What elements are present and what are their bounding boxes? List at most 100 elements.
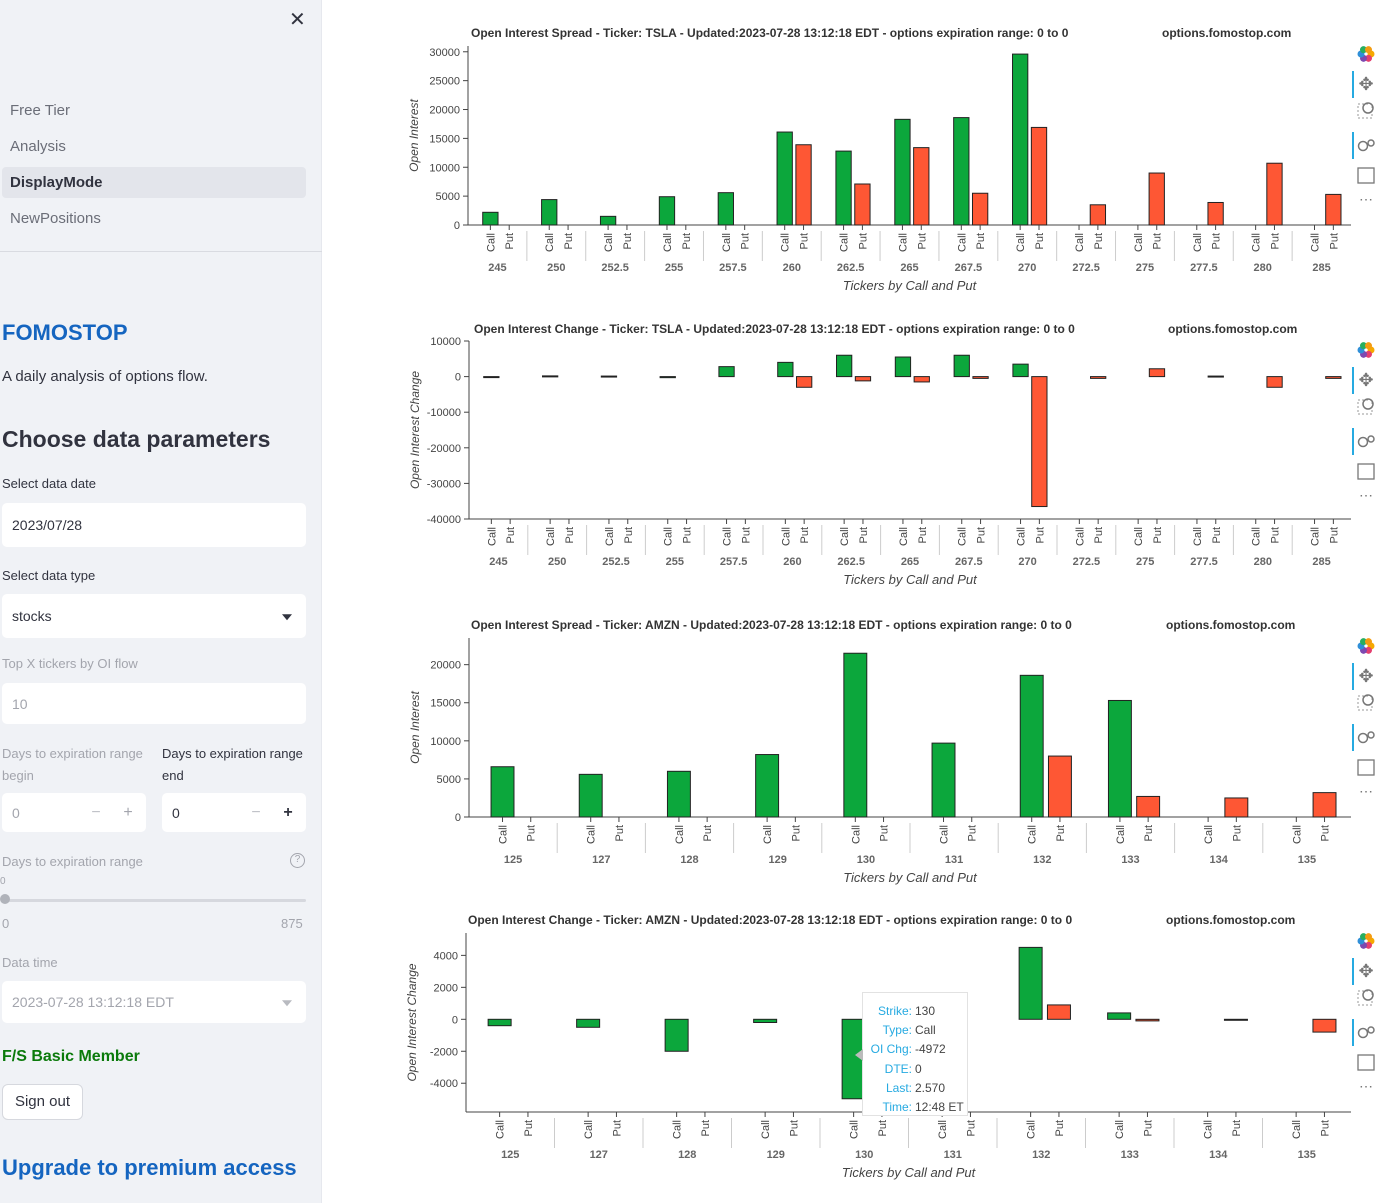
tooltip-key: Last: <box>885 1080 912 1095</box>
x-category-label: 270 <box>1018 262 1036 274</box>
bokeh-logo-dot <box>1365 46 1372 54</box>
time-select[interactable]: 2023-07-28 13:12:18 EDT <box>2 981 306 1023</box>
date-input[interactable]: 2023/07/28 <box>2 503 306 547</box>
save-icon <box>1357 463 1375 480</box>
put-bar <box>796 376 813 388</box>
call-bar <box>931 742 956 818</box>
y-tick-label: 0 <box>454 220 460 232</box>
sidebar-divider <box>0 251 322 252</box>
call-bar <box>835 150 852 226</box>
x-subcategory-label: Put <box>504 233 516 250</box>
x-subcategory-label: Put <box>1328 233 1340 250</box>
save-icon <box>1357 1054 1375 1071</box>
dte-range-label: Days to expiration range <box>2 854 143 869</box>
wheel-zoom-icon <box>1367 435 1375 443</box>
call-bar <box>541 199 558 226</box>
x-category-label: 125 <box>504 854 522 866</box>
x-category-label: 277.5 <box>1190 262 1218 274</box>
x-subcategory-label: Put <box>799 233 811 250</box>
call-bar <box>953 354 970 378</box>
nav-newpositions[interactable]: NewPositions <box>10 210 101 227</box>
x-subcategory-label: Call <box>545 527 557 546</box>
x-category-label: 133 <box>1121 1149 1139 1161</box>
tooltip-value: 130 <box>915 1003 936 1018</box>
box-zoom-icon <box>1357 399 1373 415</box>
tooltip-row: Type: Call <box>863 1020 967 1039</box>
topx-input[interactable]: 10 <box>2 683 306 724</box>
x-subcategory-label: Put <box>523 1120 535 1137</box>
box-zoom-icon <box>1357 990 1373 1006</box>
upgrade-link[interactable]: Upgrade to premium access <box>2 1155 297 1180</box>
y-tick-label: 5000 <box>436 191 460 203</box>
x-subcategory-label: Call <box>722 527 734 546</box>
plus-icon[interactable]: + <box>123 803 133 821</box>
close-icon[interactable]: ✕ <box>289 9 306 31</box>
x-subcategory-label: Call <box>1133 233 1145 252</box>
x-category-label: 128 <box>678 1149 696 1161</box>
x-subcategory-label: Call <box>586 825 598 844</box>
active-tool-marker <box>1352 132 1354 159</box>
call-bar <box>599 215 617 226</box>
y-tick-label: -20000 <box>427 443 461 455</box>
tooltip-value: 2.570 <box>915 1080 946 1095</box>
x-subcategory-label: Put <box>879 825 891 842</box>
tooltip-row: Time: 12:48 ET <box>863 1097 967 1116</box>
active-tool-marker <box>1352 958 1354 985</box>
wheel-zoom-icon <box>1357 436 1369 448</box>
type-select[interactable]: stocks <box>2 594 306 638</box>
put-bar <box>1148 368 1166 378</box>
x-category-label: 262.5 <box>837 556 865 568</box>
x-subcategory-label: Put <box>1055 825 1067 842</box>
x-subcategory-label: Put <box>1093 527 1105 544</box>
call-bar <box>576 1018 601 1028</box>
x-subcategory-label: Call <box>1310 233 1322 252</box>
x-subcategory-label: Put <box>788 1120 800 1137</box>
dte-begin-stepper[interactable]: 0 − + <box>2 793 146 832</box>
x-subcategory-label: Call <box>604 527 616 546</box>
slider-handle[interactable] <box>0 894 10 904</box>
x-category-label: 265 <box>900 262 918 274</box>
tooltip-key: OI Chg: <box>870 1042 912 1057</box>
x-subcategory-label: Put <box>611 1120 623 1137</box>
x-category-label: 275 <box>1136 262 1154 274</box>
minus-icon[interactable]: − <box>91 803 101 821</box>
put-bar <box>913 376 930 383</box>
wheel-zoom-icon <box>1357 732 1369 744</box>
x-category-label: 265 <box>901 556 919 568</box>
help-icon[interactable]: ? <box>290 853 305 868</box>
x-category-label: 132 <box>1033 854 1051 866</box>
save-icon <box>1357 167 1375 184</box>
nav-displaymode[interactable]: DisplayMode <box>2 167 306 198</box>
x-subcategory-label: Put <box>976 527 988 544</box>
x-subcategory-label: Call <box>762 825 774 844</box>
x-subcategory-label: Call <box>583 1120 595 1139</box>
nav-analysis[interactable]: Analysis <box>10 138 66 155</box>
x-category-label: 260 <box>783 262 801 274</box>
x-category-label: 250 <box>547 262 565 274</box>
x-axis-label: Tickers by Call and Put <box>843 278 978 293</box>
y-tick-label: 15000 <box>430 698 461 710</box>
wheel-zoom-icon <box>1357 140 1369 152</box>
x-subcategory-label: Put <box>975 233 987 250</box>
bokeh-logo-dot <box>1360 342 1367 350</box>
wheel-zoom-icon <box>1357 1027 1369 1039</box>
x-category-label: 270 <box>1018 556 1036 568</box>
x-category-label: 275 <box>1136 556 1154 568</box>
sign-out-button[interactable]: Sign out <box>2 1084 83 1120</box>
x-category-label: 132 <box>1032 1149 1050 1161</box>
dte-range-slider[interactable] <box>4 899 306 902</box>
tooltip-row: Strike: 130 <box>863 1001 967 1020</box>
plus-icon[interactable]: + <box>283 803 293 821</box>
put-bar <box>1325 376 1342 379</box>
date-label: Select data date <box>2 476 96 491</box>
dte-end-stepper[interactable]: 0 − + <box>162 793 306 832</box>
call-bar <box>542 375 559 378</box>
x-subcategory-label: Put <box>799 527 811 544</box>
x-category-label: 129 <box>769 854 787 866</box>
call-bar <box>894 118 911 226</box>
y-tick-label: -4000 <box>430 1078 458 1090</box>
x-category-label: 130 <box>855 1149 873 1161</box>
nav-free-tier[interactable]: Free Tier <box>10 102 71 119</box>
minus-icon[interactable]: − <box>251 803 261 821</box>
bokeh-logo-dot <box>1365 638 1372 646</box>
